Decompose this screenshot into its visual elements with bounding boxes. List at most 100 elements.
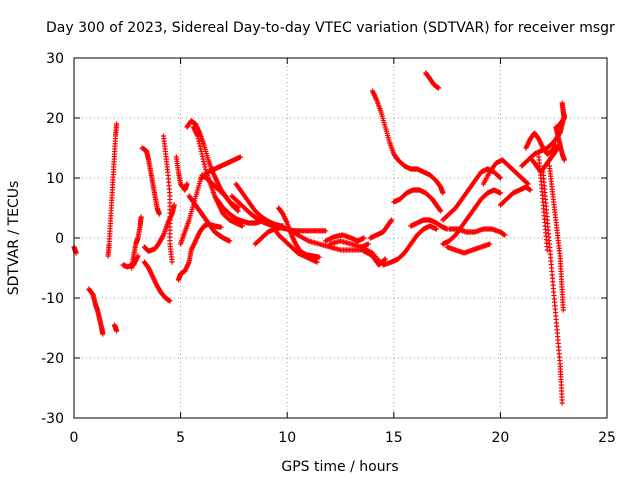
data-point [239,223,246,229]
series-s7 [139,145,162,217]
series-s45 [555,100,567,130]
data-point [502,232,508,238]
x-tick-label: 25 [598,430,616,446]
data-point [201,161,207,167]
y-tick-label: -20 [41,351,64,367]
data-point [156,211,162,217]
data-point [198,148,204,155]
data-point [524,180,530,186]
data-point [100,331,106,337]
series-s39 [523,130,559,157]
data-point [114,121,120,127]
data-point [235,205,241,211]
data-point [197,143,203,149]
data-point [202,166,209,173]
x-axis-label: GPS time / hours [281,459,398,475]
data-point [201,159,207,165]
series-s34 [440,166,503,223]
series-s35 [446,226,508,238]
data-point [160,233,166,239]
series-s23 [263,217,320,265]
data-point [195,133,201,139]
axis-ticks: 0 5 10 15 20 25 -30 -20 -10 0 10 20 30 [41,51,616,446]
data-point [218,224,224,230]
data-point [365,241,371,247]
data-point [487,241,493,247]
data-point [237,154,243,160]
data-point [527,187,533,193]
series-s33 [440,187,503,247]
data-point [437,207,443,213]
series-s27 [367,217,395,241]
plot-frame [73,57,608,419]
series-s31 [408,217,450,232]
data-point [381,257,387,263]
series-s4 [111,322,120,334]
series-s38 [497,184,533,208]
y-tick-label: 30 [46,51,64,67]
series-s37 [480,157,531,187]
series-s26 [322,232,367,244]
series-s42 [540,169,565,406]
series-s14 [184,118,241,211]
series-s28 [359,223,440,268]
data-point [552,143,558,149]
series-s11 [173,154,190,193]
data-point [560,307,566,313]
x-tick-label: 0 [70,430,79,446]
series-s2 [86,286,106,337]
series-s9 [141,259,173,304]
data-point [440,190,446,196]
y-tick-label: 10 [46,171,64,187]
data-point [555,124,561,130]
data-point [316,254,322,260]
data-point [199,151,205,157]
series-s36 [444,241,493,256]
series-s17 [199,154,243,181]
series-s10 [160,133,175,265]
x-tick-label: 10 [278,430,296,446]
series-s3 [105,121,120,259]
data-point [227,238,233,244]
data-point [167,298,173,304]
data-point [114,328,120,334]
series-s44 [553,124,567,163]
series-s12 [175,221,224,283]
data-point [382,256,388,262]
series-s43 [546,163,566,313]
data-point [171,202,177,208]
data-point [202,164,208,170]
data-point [438,208,444,214]
y-tick-label: 0 [55,231,64,247]
data-point [196,138,202,144]
x-tick-label: 20 [491,430,509,446]
data-point [184,181,190,187]
data-point [198,146,204,152]
data-point [361,235,367,241]
series-s32 [423,70,442,91]
x-tick-label: 15 [385,430,403,446]
series-s29 [369,88,446,196]
data-point [544,247,550,253]
data-point [169,259,175,265]
chart-title: Day 300 of 2023, Sidereal Day-to-day VTE… [46,20,615,36]
data-points [71,70,567,406]
series-s1 [71,244,79,256]
data-point [496,174,503,180]
data-point [195,135,201,142]
data-point [388,218,394,224]
y-tick-label: -30 [41,411,64,427]
series-s19 [229,193,286,229]
data-point [497,190,503,196]
data-point [322,228,329,234]
data-point [559,400,565,406]
y-axis-label: SDTVAR / TECUs [6,181,22,296]
data-point [561,157,567,163]
data-point [199,153,206,160]
data-point [497,175,503,181]
y-tick-label: -10 [41,291,64,307]
data-point [433,226,440,232]
data-point [435,85,442,91]
data-point [200,156,206,162]
